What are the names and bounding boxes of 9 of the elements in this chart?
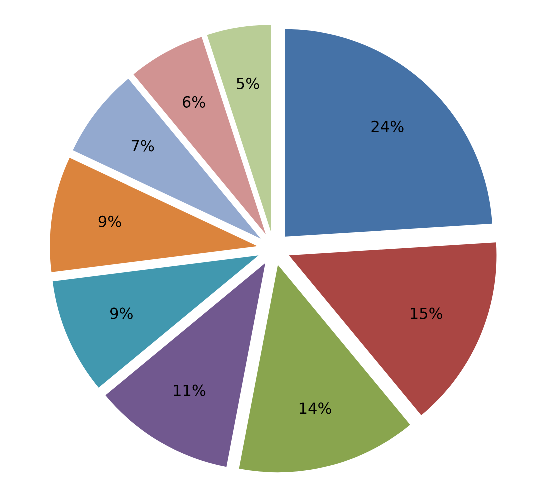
data-label: 9%	[98, 216, 122, 228]
data-label: 6%	[182, 96, 206, 108]
data-label: 7%	[132, 140, 154, 152]
data-label: 24%	[372, 120, 404, 132]
data-label: 15%	[411, 308, 442, 320]
data-label: 11%	[174, 384, 206, 396]
data-label: 14%	[300, 402, 332, 414]
data-label: 9%	[110, 308, 133, 320]
data-label: 5%	[237, 78, 260, 90]
